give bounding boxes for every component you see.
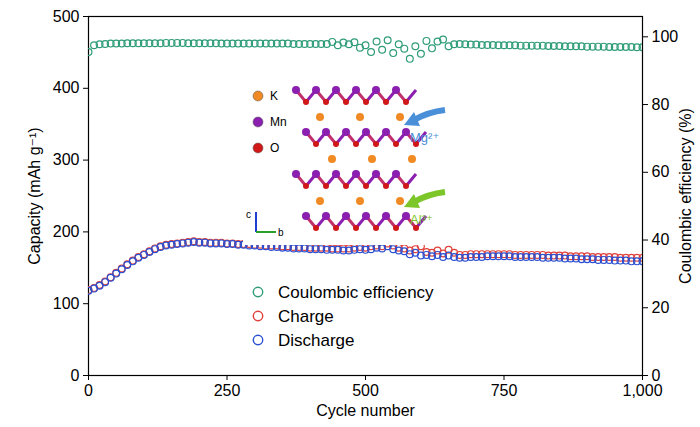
svg-text:300: 300 [53,151,80,168]
svg-text:100: 100 [652,28,679,45]
svg-text:0: 0 [71,367,80,384]
svg-text:Al³⁺: Al³⁺ [410,212,433,227]
svg-text:0: 0 [84,382,93,399]
svg-text:40: 40 [652,231,670,248]
svg-text:Cycle number: Cycle number [316,402,415,419]
svg-text:400: 400 [53,79,80,96]
svg-text:60: 60 [652,163,670,180]
svg-text:80: 80 [652,96,670,113]
svg-text:Capacity (mAh g⁻¹): Capacity (mAh g⁻¹) [26,127,43,264]
svg-text:500: 500 [53,8,80,25]
svg-text:250: 250 [214,382,241,399]
svg-text:20: 20 [652,299,670,316]
svg-text:b: b [278,227,284,238]
svg-text:Coulombic efficiency: Coulombic efficiency [278,283,434,302]
svg-text:Mn: Mn [270,115,287,129]
svg-text:1,000: 1,000 [622,382,662,399]
svg-text:O: O [270,141,279,155]
svg-text:c: c [246,209,251,220]
svg-text:Coulombic efficiency (%): Coulombic efficiency (%) [677,108,694,284]
svg-text:Charge: Charge [278,307,334,326]
svg-text:Mg²⁺: Mg²⁺ [410,130,439,145]
svg-text:0: 0 [652,367,661,384]
svg-text:K: K [270,89,278,103]
svg-text:Discharge: Discharge [278,331,355,350]
svg-text:100: 100 [53,295,80,312]
svg-text:750: 750 [491,382,518,399]
svg-text:200: 200 [53,223,80,240]
svg-text:500: 500 [352,382,379,399]
